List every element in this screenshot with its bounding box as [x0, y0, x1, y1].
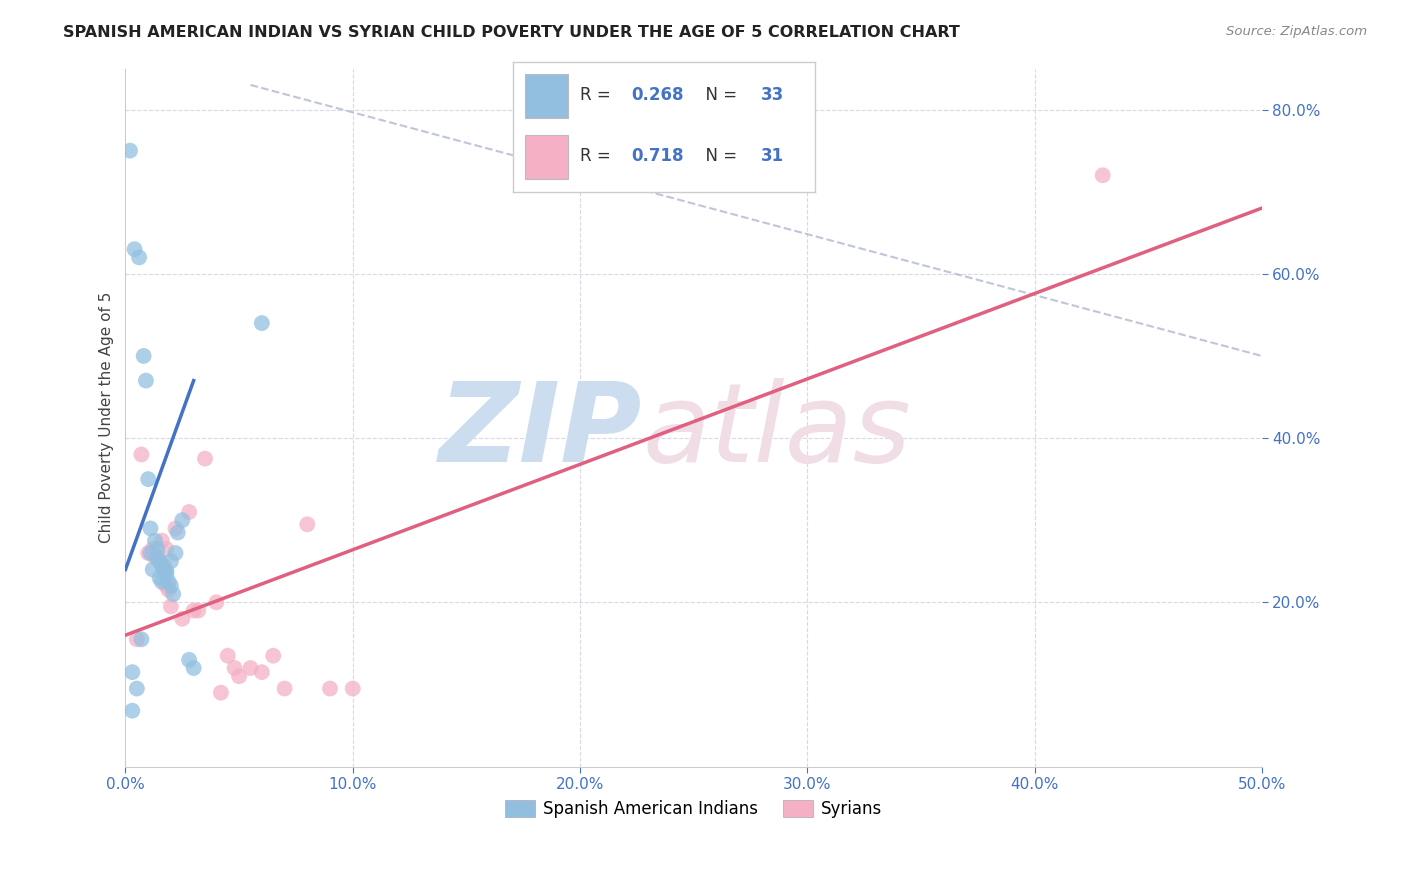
Point	[187, 603, 209, 617]
Point	[142, 562, 165, 576]
Point	[128, 251, 150, 265]
Text: R =: R =	[579, 147, 616, 165]
Point	[121, 665, 143, 680]
Point	[136, 546, 159, 560]
Point	[172, 612, 194, 626]
Text: N =: N =	[695, 87, 742, 104]
Text: atlas: atlas	[643, 378, 911, 485]
Point	[160, 599, 183, 614]
Point	[194, 451, 217, 466]
Text: 0.718: 0.718	[631, 147, 683, 165]
Text: SPANISH AMERICAN INDIAN VS SYRIAN CHILD POVERTY UNDER THE AGE OF 5 CORRELATION C: SPANISH AMERICAN INDIAN VS SYRIAN CHILD …	[63, 25, 960, 40]
Point	[297, 517, 319, 532]
Point	[155, 579, 177, 593]
Point	[153, 562, 176, 576]
Point	[162, 587, 184, 601]
Point	[205, 595, 228, 609]
Point	[135, 374, 157, 388]
Text: 31: 31	[761, 147, 785, 165]
Point	[172, 513, 194, 527]
Point	[183, 661, 205, 675]
Point	[131, 632, 153, 647]
Point	[148, 554, 170, 568]
Point	[150, 558, 173, 573]
Point	[143, 550, 166, 565]
Point	[121, 704, 143, 718]
Point	[148, 571, 170, 585]
Point	[177, 505, 200, 519]
Point	[155, 541, 177, 556]
Point	[224, 661, 246, 675]
Point	[183, 603, 205, 617]
Point	[155, 564, 177, 578]
Point	[177, 653, 200, 667]
Point	[118, 144, 141, 158]
Point	[155, 566, 177, 581]
Text: 0.268: 0.268	[631, 87, 683, 104]
Point	[139, 546, 162, 560]
Text: N =: N =	[695, 147, 742, 165]
Point	[250, 665, 273, 680]
Point	[125, 681, 148, 696]
Point	[160, 554, 183, 568]
Bar	[526, 74, 568, 118]
Point	[150, 574, 173, 589]
Point	[157, 582, 180, 597]
Legend: Spanish American Indians, Syrians: Spanish American Indians, Syrians	[498, 793, 889, 824]
Point	[160, 579, 183, 593]
Point	[143, 533, 166, 548]
Text: Source: ZipAtlas.com: Source: ZipAtlas.com	[1226, 25, 1367, 38]
Point	[250, 316, 273, 330]
Point	[209, 686, 232, 700]
Point	[142, 541, 165, 556]
Point	[165, 546, 187, 560]
Point	[125, 632, 148, 647]
Point	[146, 541, 169, 556]
Text: 33: 33	[761, 87, 785, 104]
Point	[132, 349, 155, 363]
Point	[150, 533, 173, 548]
Point	[217, 648, 239, 663]
Point	[153, 558, 176, 573]
Point	[136, 472, 159, 486]
Point	[228, 669, 250, 683]
Y-axis label: Child Poverty Under the Age of 5: Child Poverty Under the Age of 5	[100, 292, 114, 543]
Point	[148, 554, 170, 568]
Point	[273, 681, 295, 696]
Point	[1091, 169, 1114, 183]
Point	[319, 681, 342, 696]
Point	[262, 648, 284, 663]
Point	[139, 521, 162, 535]
Point	[131, 448, 153, 462]
Point	[165, 521, 187, 535]
Text: R =: R =	[579, 87, 616, 104]
Point	[157, 574, 180, 589]
Point	[342, 681, 364, 696]
Point	[146, 550, 169, 565]
Text: ZIP: ZIP	[439, 378, 643, 485]
Point	[124, 242, 146, 256]
Point	[166, 525, 188, 540]
Bar	[526, 135, 568, 178]
Point	[239, 661, 262, 675]
